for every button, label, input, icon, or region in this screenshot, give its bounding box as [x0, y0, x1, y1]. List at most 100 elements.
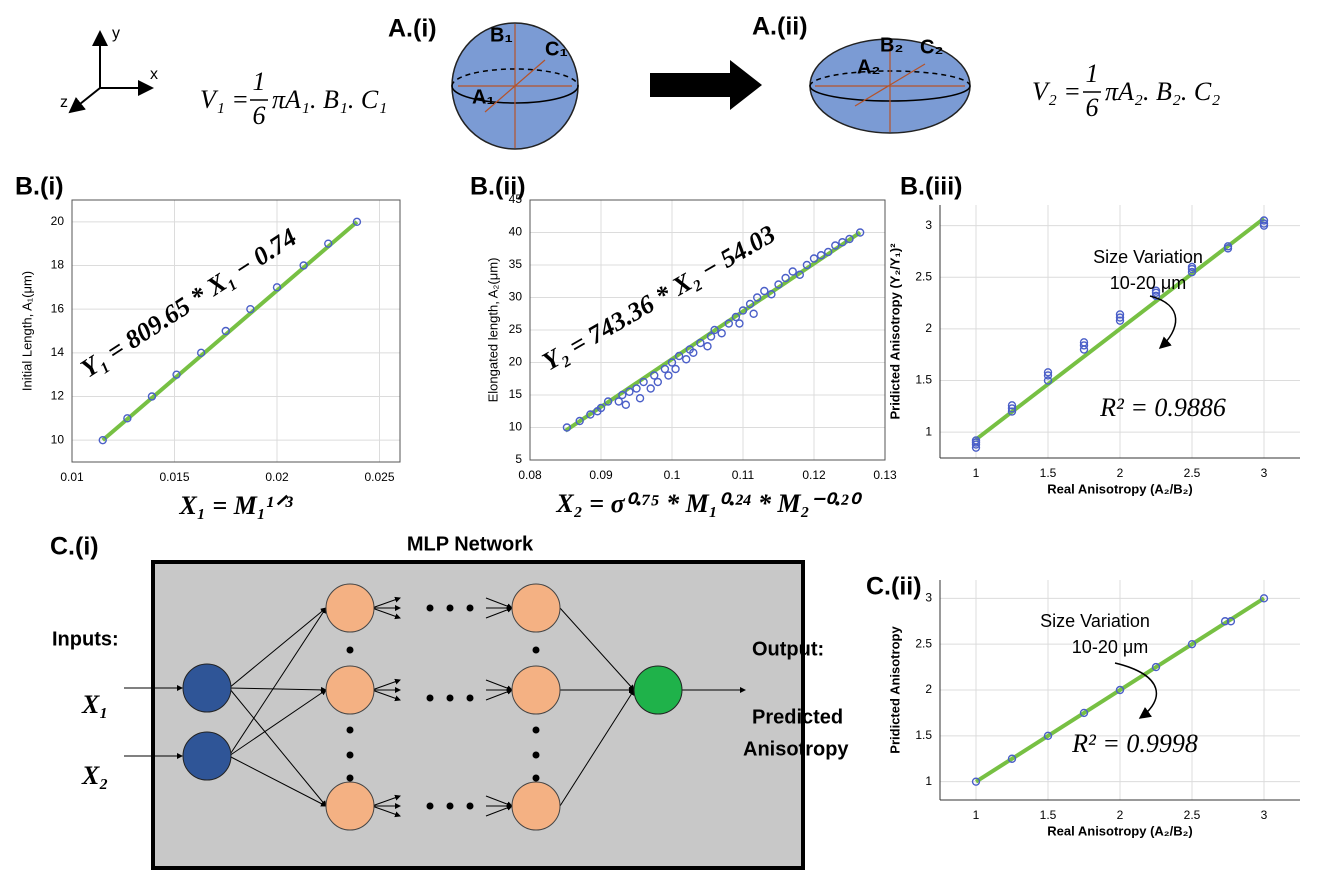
annotation: 10-20 μm: [1072, 637, 1148, 657]
y-tick-label: 14: [51, 345, 65, 359]
v1-lhs: V₁ =: [200, 85, 249, 114]
y-tick-label: 2.5: [915, 636, 932, 650]
y-tick-label: 1.5: [915, 728, 932, 742]
y-tick-label: 20: [51, 214, 65, 228]
hidden-node: [512, 782, 560, 830]
axis-z: z: [60, 94, 68, 111]
v2-num: 1: [1086, 59, 1099, 88]
y-tick-label: 15: [509, 387, 523, 401]
ellipsoid-a: A₂: [857, 56, 880, 78]
panel-label: B.(iii): [900, 173, 963, 201]
mlp-title: MLP Network: [407, 533, 534, 555]
x-tick-label: 2.5: [1184, 466, 1201, 480]
y-tick-label: 16: [51, 301, 65, 315]
y-tick-label: 3: [925, 218, 932, 232]
ellipsis-dot: [427, 605, 434, 612]
v1-rhs: πA₁. B₁. C₁: [272, 85, 387, 114]
y-tick-label: 18: [51, 258, 65, 272]
v1-den: 6: [253, 101, 266, 130]
ellipsis-dot: [533, 727, 540, 734]
x-tick-label: 0.02: [265, 470, 289, 484]
y-tick-label: 5: [515, 452, 522, 466]
x-tick-label: 0.13: [873, 468, 897, 482]
input-node: [183, 664, 231, 712]
ellipsoid-c: C₂: [920, 36, 943, 58]
x-tick-label: 3: [1261, 466, 1268, 480]
ellipsis-dot: [347, 727, 354, 734]
x-tick-label: 0.025: [364, 470, 394, 484]
x-tick-label: 1.5: [1040, 808, 1057, 822]
label-a-i: A.(i): [388, 15, 437, 43]
panel-label: B.(i): [15, 173, 64, 201]
panel-label: B.(ii): [470, 173, 526, 201]
y-tick-label: 10: [509, 420, 523, 434]
ellipsis-dot: [447, 695, 454, 702]
ellipsis-dot: [533, 752, 540, 759]
y-axis-label: Initial Length, A₁(μm): [19, 271, 34, 391]
ellipsis-dot: [447, 605, 454, 612]
input-x1: X₁: [81, 690, 108, 719]
panel-c-i: C.(i) MLP Network Inputs: X₁ X₂ Output: …: [50, 533, 849, 868]
y-tick-label: 1: [925, 424, 932, 438]
hidden-node: [512, 666, 560, 714]
x-tick-label: 0.12: [802, 468, 826, 482]
x-axis-label: Real Anisotropy (A₂/B₂): [1047, 823, 1192, 838]
v1-num: 1: [253, 67, 266, 96]
x-tick-label: 0.015: [159, 470, 189, 484]
ellipsis-dot: [533, 647, 540, 654]
x-tick-label: 2: [1117, 466, 1124, 480]
ellipsis-dot: [347, 752, 354, 759]
annotation: 10-20 μm: [1110, 273, 1186, 293]
ellipsoid-b: B₂: [880, 34, 903, 56]
annotation: R² = 0.9886: [1099, 393, 1226, 422]
annotation: Size Variation: [1040, 611, 1150, 631]
sphere-a: A₁: [472, 86, 495, 108]
y-tick-label: 20: [509, 355, 523, 369]
x-tick-label: 0.11: [732, 468, 755, 482]
ellipsis-dot: [467, 605, 474, 612]
sphere-b: B₁: [490, 24, 513, 46]
output-node: [634, 666, 682, 714]
figure: y x z V₁ = 1 6 πA₁. B₁. C₁ A.(i) B₁ C₁ A…: [0, 0, 1317, 872]
panel-a: y x z V₁ = 1 6 πA₁. B₁. C₁ A.(i) B₁ C₁ A…: [60, 13, 1220, 149]
label-a-ii: A.(ii): [752, 13, 808, 41]
output-name: Predicted: [752, 706, 843, 728]
y-tick-label: 10: [51, 432, 65, 446]
x-tick-label: 2.5: [1184, 808, 1201, 822]
y-tick-label: 12: [51, 389, 65, 403]
axes-glyph: [70, 32, 152, 112]
hidden-node: [326, 782, 374, 830]
x-tick-label: 1.5: [1040, 466, 1057, 480]
y-axis-label: Elongated length, A₂(μm): [485, 258, 500, 403]
x-axis-label: X₂ = σ⁰·⁷⁵ * M₁⁰·²⁴ * M₂⁻⁰·²⁰: [555, 489, 863, 518]
arrow: [650, 60, 762, 110]
hidden-node: [326, 584, 374, 632]
v2-rhs: πA₂. B₂. C₂: [1105, 77, 1220, 106]
x-tick-label: 0.01: [60, 470, 84, 484]
ellipsis-dot: [347, 647, 354, 654]
y-tick-label: 1: [925, 774, 932, 788]
v2-lhs: V₂ =: [1032, 77, 1081, 106]
input-node: [183, 732, 231, 780]
ellipsis-dot: [347, 775, 354, 782]
y-tick-label: 2: [925, 682, 932, 696]
sphere-c: C₁: [545, 38, 568, 60]
axis-x: x: [150, 66, 158, 83]
v2-den: 6: [1086, 93, 1099, 122]
ellipsis-dot: [467, 695, 474, 702]
x-tick-label: 2: [1117, 808, 1124, 822]
ellipsis-dot: [467, 803, 474, 810]
panel-label: C.(ii): [866, 573, 922, 601]
y-tick-label: 35: [509, 257, 523, 271]
y-axis-label: Pridicted Anisotropy: [887, 626, 902, 754]
y-tick-label: 40: [509, 225, 523, 239]
y-tick-label: 25: [509, 322, 523, 336]
hidden-node: [326, 666, 374, 714]
x-tick-label: 0.1: [664, 468, 681, 482]
ellipsis-dot: [533, 775, 540, 782]
x-axis-label: X₁ = M₁¹ᐟ³: [178, 491, 293, 520]
ellipsis-dot: [427, 803, 434, 810]
x-tick-label: 3: [1261, 808, 1268, 822]
axis-y: y: [112, 25, 120, 42]
y-tick-label: 1.5: [915, 373, 932, 387]
